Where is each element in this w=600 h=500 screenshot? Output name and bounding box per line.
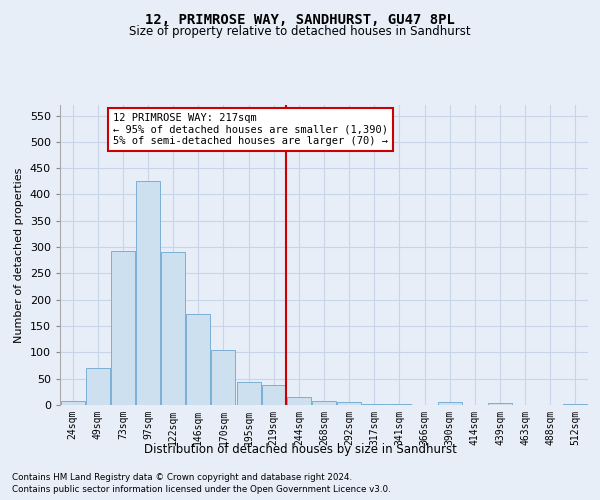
Bar	[86, 368, 110, 405]
Text: Contains HM Land Registry data © Crown copyright and database right 2024.: Contains HM Land Registry data © Crown c…	[12, 472, 352, 482]
Bar	[61, 402, 85, 405]
Bar	[312, 401, 336, 405]
Text: 12, PRIMROSE WAY, SANDHURST, GU47 8PL: 12, PRIMROSE WAY, SANDHURST, GU47 8PL	[145, 12, 455, 26]
Bar	[111, 252, 135, 405]
Bar	[563, 404, 587, 405]
Bar	[388, 404, 412, 405]
Bar	[362, 404, 386, 405]
Bar	[337, 402, 361, 405]
Text: 12 PRIMROSE WAY: 217sqm
← 95% of detached houses are smaller (1,390)
5% of semi-: 12 PRIMROSE WAY: 217sqm ← 95% of detache…	[113, 113, 388, 146]
Text: Distribution of detached houses by size in Sandhurst: Distribution of detached houses by size …	[143, 442, 457, 456]
Bar	[187, 314, 210, 405]
Bar	[262, 385, 286, 405]
Text: Contains public sector information licensed under the Open Government Licence v3: Contains public sector information licen…	[12, 485, 391, 494]
Y-axis label: Number of detached properties: Number of detached properties	[14, 168, 24, 342]
Bar	[438, 402, 461, 405]
Bar	[236, 382, 260, 405]
Bar	[211, 350, 235, 405]
Bar	[287, 397, 311, 405]
Bar	[488, 404, 512, 405]
Text: Size of property relative to detached houses in Sandhurst: Size of property relative to detached ho…	[129, 25, 471, 38]
Bar	[136, 182, 160, 405]
Bar	[161, 252, 185, 405]
